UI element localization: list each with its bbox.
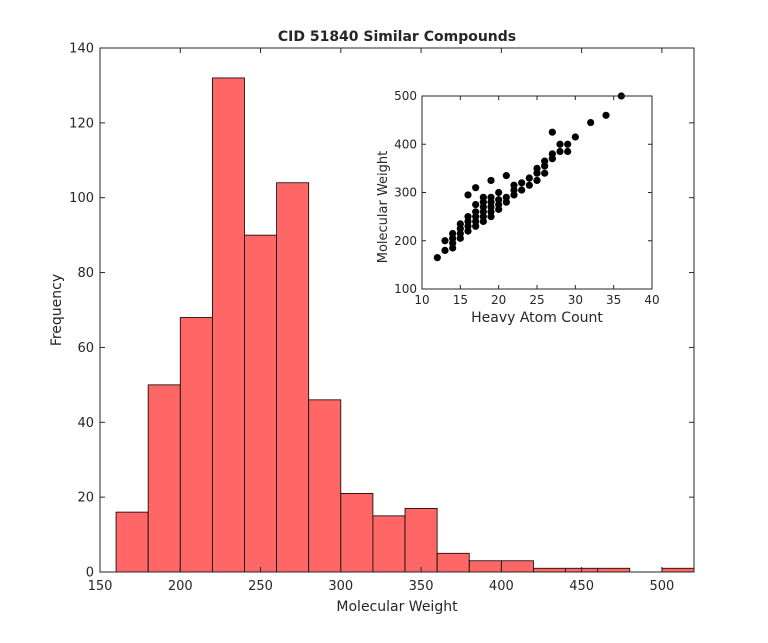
inset-y-tick-label: 100 [394, 282, 417, 296]
inset-scatter-points [433, 92, 625, 262]
histogram-x-tick-label: 400 [489, 579, 514, 594]
scatter-point [587, 118, 595, 127]
inset-y-tick-label: 300 [394, 186, 417, 200]
inset-plot-area [422, 96, 652, 289]
histogram-x-ticks: 150 200 250 300 350 400 450 500 [88, 48, 674, 594]
histogram-axes-box [99, 47, 695, 573]
scatter-point [548, 150, 556, 158]
scatter-point [495, 188, 503, 197]
scatter-point [472, 200, 480, 209]
scatter-point [525, 181, 533, 189]
inset-y-ticks: 100 200 300 400 500 [394, 89, 652, 296]
scatter-point [533, 176, 541, 185]
inset-scatter-chart: 10 15 20 25 30 35 40 100 200 300 400 500 Heavy Ato… [376, 89, 660, 326]
histogram-bar [500, 560, 534, 573]
histogram-bar [244, 234, 277, 573]
histogram-y-tick-label: 80 [77, 266, 94, 281]
histogram-bar [179, 317, 213, 573]
histogram-bar [404, 507, 438, 573]
histogram-x-axis-label: Molecular Weight [336, 599, 458, 615]
inset-x-tick-label: 15 [453, 293, 468, 307]
histogram-bar [147, 384, 181, 573]
histogram-bar [211, 77, 245, 573]
histogram-x-tick-label: 200 [168, 579, 193, 594]
inset-y-tick-label: 500 [394, 89, 417, 103]
scatter-point [472, 184, 480, 192]
inset-y-axis-label: Molecular Weight [376, 151, 391, 264]
histogram-x-tick-label: 250 [248, 579, 273, 594]
scatter-point [479, 193, 487, 201]
histogram-x-tick-label: 150 [88, 579, 113, 594]
inset-x-axis-label: Heavy Atom Count [471, 310, 603, 326]
scatter-point [464, 191, 472, 199]
inset-x-tick-label: 30 [568, 293, 583, 307]
scatter-point [464, 213, 472, 221]
scatter-point [564, 140, 572, 148]
scatter-point [533, 164, 541, 172]
chart-title: CID 51840 Similar Compounds [278, 29, 516, 45]
scatter-point [571, 133, 579, 141]
histogram-bar [372, 515, 406, 573]
scatter-point [556, 140, 564, 148]
scatter-point [556, 147, 564, 156]
scatter-point [472, 208, 480, 216]
scatter-point [518, 186, 526, 194]
histogram-y-tick-label: 20 [77, 491, 94, 506]
histogram-bar [661, 567, 695, 573]
scatter-point [433, 254, 441, 262]
scatter-point [502, 193, 510, 201]
histogram-x-tick-label: 350 [409, 579, 434, 594]
histogram-bar [468, 560, 502, 573]
histogram-y-tick-label: 60 [77, 341, 94, 356]
scatter-point [502, 172, 510, 180]
histogram-bar [276, 182, 310, 573]
histogram-y-tick-label: 0 [86, 566, 94, 581]
histogram-y-ticks: 0 20 40 60 80 100 120 140 [69, 42, 694, 581]
inset-x-ticks: 10 15 20 25 30 35 40 [414, 96, 660, 307]
scatter-point [441, 246, 449, 254]
scatter-point [449, 229, 457, 238]
scatter-point [602, 111, 610, 119]
inset-x-tick-label: 20 [491, 293, 506, 307]
histogram-x-tick-label: 300 [328, 579, 353, 594]
histogram-y-tick-label: 40 [77, 416, 94, 431]
inset-y-tick-label: 200 [394, 234, 417, 248]
histogram-bar [308, 399, 342, 573]
scatter-point [541, 157, 549, 165]
scatter-point [456, 220, 464, 228]
scatter-point [548, 128, 556, 136]
scatter-point [564, 147, 572, 156]
scatter-point [518, 179, 526, 187]
histogram-y-axis-label: Frequency [49, 274, 65, 346]
histogram-bar [340, 492, 374, 573]
scatter-point [487, 193, 495, 201]
histogram-y-tick-label: 140 [69, 42, 94, 57]
scatter-point [510, 181, 518, 189]
histogram-bar [597, 567, 631, 573]
inset-y-tick-label: 400 [394, 137, 417, 151]
histogram-bar [115, 511, 149, 573]
scatter-point [495, 196, 503, 204]
histogram-y-tick-label: 100 [69, 191, 94, 206]
histogram-bar [436, 552, 470, 573]
inset-x-tick-label: 35 [606, 293, 621, 307]
histogram-bars [115, 77, 695, 573]
inset-x-tick-label: 40 [644, 293, 659, 307]
inset-x-tick-label: 10 [414, 293, 429, 307]
scatter-point [541, 169, 549, 177]
histogram-y-tick-label: 120 [69, 116, 94, 131]
scatter-point [441, 237, 449, 245]
inset-x-tick-label: 25 [529, 293, 544, 307]
scatter-point [525, 174, 533, 182]
histogram-bar [533, 567, 566, 573]
histogram-x-tick-label: 500 [649, 579, 674, 594]
scatter-point [487, 176, 495, 185]
histogram-x-tick-label: 450 [569, 579, 594, 594]
